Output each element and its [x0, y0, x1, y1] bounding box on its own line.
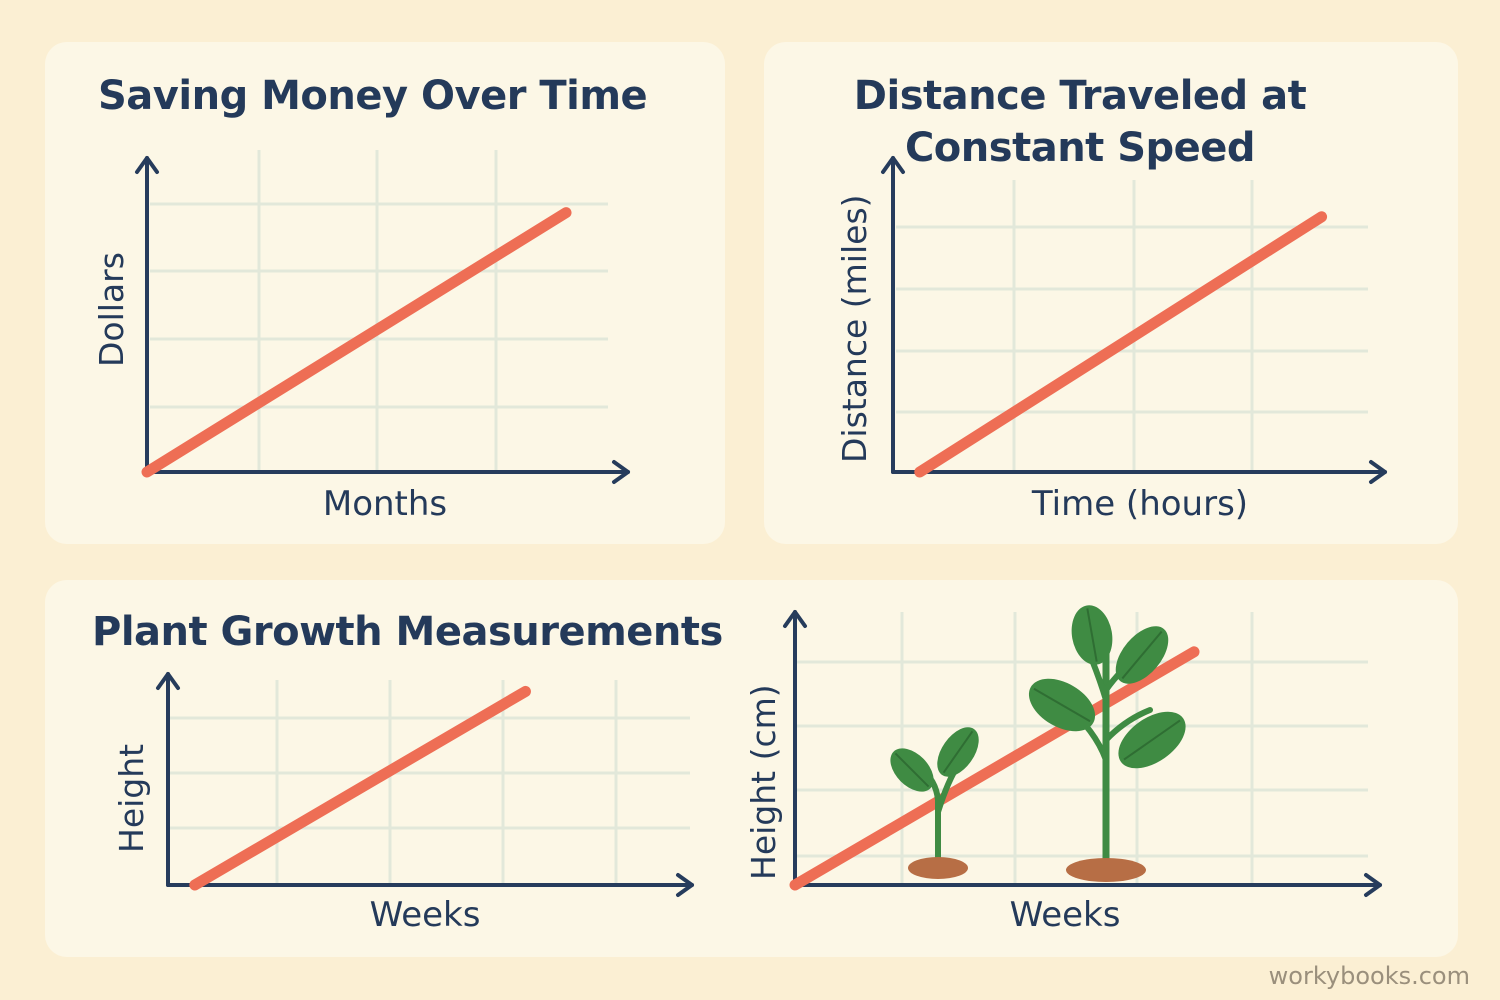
small-plant-leaf-right-vein	[942, 730, 974, 774]
chart-title-saving-money: Saving Money Over Time	[98, 73, 648, 119]
series-line	[789, 646, 1200, 891]
x-axis-arrow-icon	[612, 460, 630, 484]
y-axis-label-dollars: Dollars	[92, 252, 131, 367]
chart-title-plant-growth: Plant Growth Measurements	[92, 609, 723, 655]
x-axis-label-months: Months	[322, 484, 448, 524]
small-plant-leaf-right	[937, 727, 979, 777]
chart-panel-distance	[764, 42, 1458, 544]
tall-plant-leaf-left	[1028, 678, 1096, 732]
y-axis-label-height-cm: Height (cm)	[744, 684, 783, 880]
x-axis-arrow-icon	[1369, 460, 1387, 484]
tall-plant-leaf-upper-right	[1115, 626, 1169, 684]
series-line	[914, 211, 1328, 478]
x-axis-arrow-icon	[676, 873, 694, 897]
chart-1	[135, 150, 630, 484]
chart-3	[156, 672, 694, 897]
x-axis-label-weeks: Weeks	[369, 895, 481, 935]
tall-plant-leaf-upper-right-vein	[1121, 630, 1163, 680]
small-plant-icon	[890, 727, 979, 879]
small-plant-soil	[908, 857, 968, 879]
y-axis-label-distance: Distance (miles)	[835, 194, 874, 463]
tall-plant-leaf-right-vein	[1123, 719, 1181, 761]
tall-plant-soil	[1066, 858, 1146, 882]
small-plant-leaf-left	[890, 748, 934, 792]
y-axis-arrow-icon	[783, 610, 807, 628]
tall-plant-leaf-left-vein	[1033, 687, 1091, 723]
y-axis-arrow-icon	[881, 156, 905, 174]
y-axis-label-height: Height	[112, 743, 151, 853]
tall-plant-leaf-right	[1118, 711, 1186, 769]
series-line	[141, 207, 572, 478]
small-plant-leaf-left-vein	[894, 752, 930, 788]
tall-plant-leaf-top	[1071, 605, 1113, 665]
watermark: workybooks.com	[1268, 962, 1470, 990]
tall-plant-branches	[1062, 652, 1153, 763]
series-line	[189, 685, 531, 891]
y-axis-arrow-icon	[135, 156, 159, 174]
tall-plant-icon	[1028, 605, 1186, 882]
tall-plant-leaf-top-vein	[1086, 608, 1098, 662]
x-axis-arrow-icon	[1364, 873, 1382, 897]
chart-title-distance: Distance Traveled at Constant Speed	[853, 73, 1307, 171]
x-axis-label-time: Time (hours)	[1031, 484, 1249, 524]
chart-panel-plant-growth	[45, 580, 1458, 957]
y-axis-arrow-icon	[156, 672, 180, 690]
chart-2	[881, 156, 1387, 484]
x-axis-label-weeks-2: Weeks	[1009, 895, 1121, 935]
